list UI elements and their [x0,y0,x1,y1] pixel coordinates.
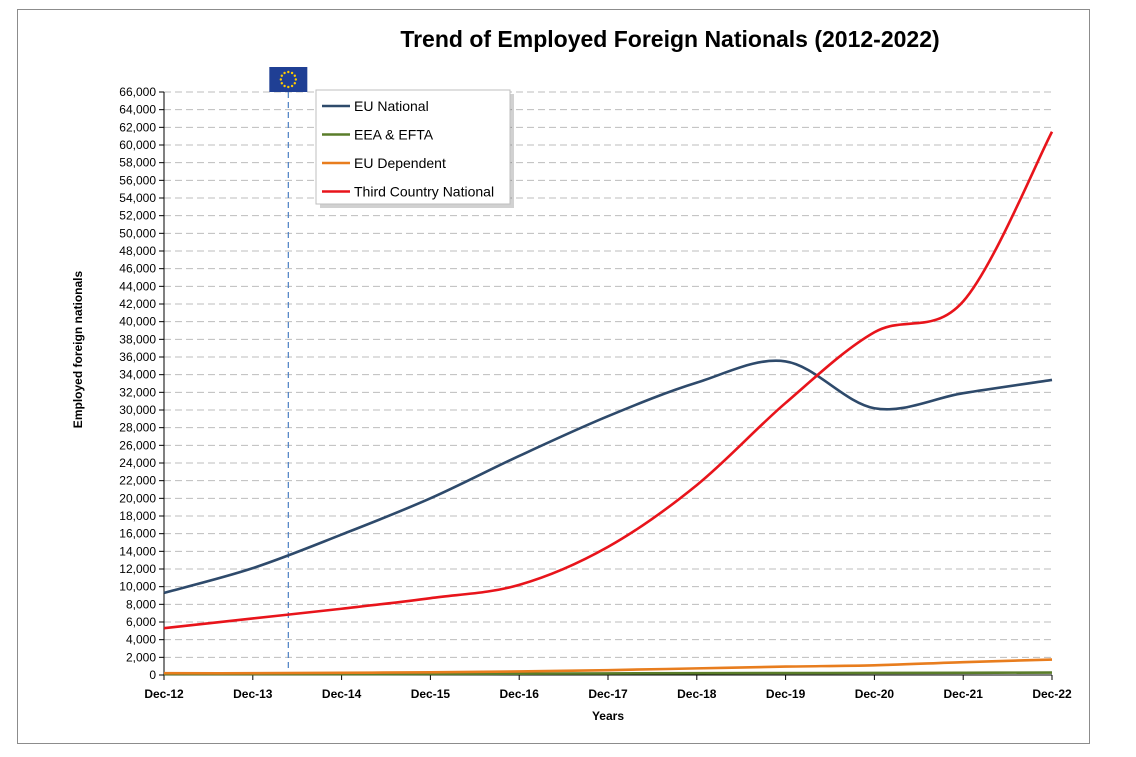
flag-star [293,74,297,77]
flag-star [290,84,294,88]
flag-star [283,84,286,88]
y-tick-label: 8,000 [126,597,156,611]
y-tick-label: 56,000 [119,173,156,187]
y-tick-label: 52,000 [119,209,156,223]
legend-label: EU Dependent [354,155,446,171]
x-tick-label: Dec-20 [855,687,895,701]
y-tick-label: 16,000 [119,527,156,541]
y-tick-label: 6,000 [126,615,156,629]
y-tick-label: 58,000 [119,156,156,170]
eu-flag-icon [269,67,308,92]
flag-star [293,82,297,85]
y-tick-label: 48,000 [119,244,156,258]
y-tick-label: 0 [149,668,156,682]
y-tick-label: 26,000 [119,438,156,452]
y-tick-label: 18,000 [119,509,156,523]
legend: EU National EEA & EFTA EU Dependent Third C… [315,89,514,208]
y-tick-label: 20,000 [119,491,156,505]
series-line-eu-dependent [163,658,1053,675]
y-tick-label: 42,000 [119,297,156,311]
x-axis-ticks: Dec-12 Dec-13 Dec-14 Dec-15 Dec-16 Dec-17 Dec-… [144,675,1072,701]
x-tick-label: Dec-21 [944,687,984,701]
y-tick-label: 28,000 [119,421,156,435]
x-tick-label: Dec-15 [411,687,451,701]
legend-box [315,89,511,205]
x-tick-label: Dec-12 [144,687,184,701]
y-tick-label: 36,000 [119,350,156,364]
y-axis-title: Employed foreign nationals [71,271,85,429]
y-tick-label: 30,000 [119,403,156,417]
series-line-third-country-national [163,131,1054,630]
flag-star [294,78,298,81]
flag-background [269,67,308,92]
y-tick-label: 54,000 [119,191,156,205]
legend-label: EU National [354,98,429,114]
flag-star [287,85,290,89]
flag-star [280,74,284,77]
y-tick-label: 38,000 [119,332,156,346]
y-tick-label: 14,000 [119,544,156,558]
series-line-eu-national [163,359,1053,595]
y-tick-label: 32,000 [119,385,156,399]
y-tick-label: 40,000 [119,315,156,329]
y-tick-label: 2,000 [126,650,156,664]
flag-star [283,71,286,75]
x-tick-label: Dec-16 [500,687,540,701]
y-tick-label: 62,000 [119,120,156,134]
flag-star [279,78,283,81]
y-tick-label: 4,000 [126,633,156,647]
flag-star [290,71,294,75]
chart-title: Trend of Employed Foreign Nationals (201… [400,26,940,52]
y-axis-ticks: 0 2,000 4,000 6,000 8,000 10,000 12,000 14,000 1… [119,85,164,682]
x-tick-label: Dec-17 [588,687,628,701]
y-tick-label: 64,000 [119,103,156,117]
eu-flag-marker [269,67,308,675]
x-tick-label: Dec-18 [677,687,717,701]
y-tick-label: 44,000 [119,279,156,293]
y-tick-label: 66,000 [119,85,156,99]
series-lines [163,131,1054,676]
y-tick-label: 46,000 [119,262,156,276]
x-tick-label: Dec-13 [233,687,273,701]
legend-label: EEA & EFTA [354,127,434,143]
x-tick-label: Dec-19 [766,687,806,701]
y-tick-label: 24,000 [119,456,156,470]
flag-star [280,82,284,85]
legend-label: Third Country National [354,184,494,200]
y-tick-label: 50,000 [119,226,156,240]
y-tick-label: 22,000 [119,474,156,488]
y-tick-label: 34,000 [119,368,156,382]
y-tick-label: 60,000 [119,138,156,152]
chart-frame [17,9,1090,744]
flag-star [287,70,290,74]
y-tick-label: 10,000 [119,580,156,594]
y-tick-label: 12,000 [119,562,156,576]
x-axis-title: Years [592,709,624,723]
gridlines [164,91,1052,658]
x-tick-label: Dec-14 [322,687,362,701]
x-tick-label: Dec-22 [1032,687,1072,701]
